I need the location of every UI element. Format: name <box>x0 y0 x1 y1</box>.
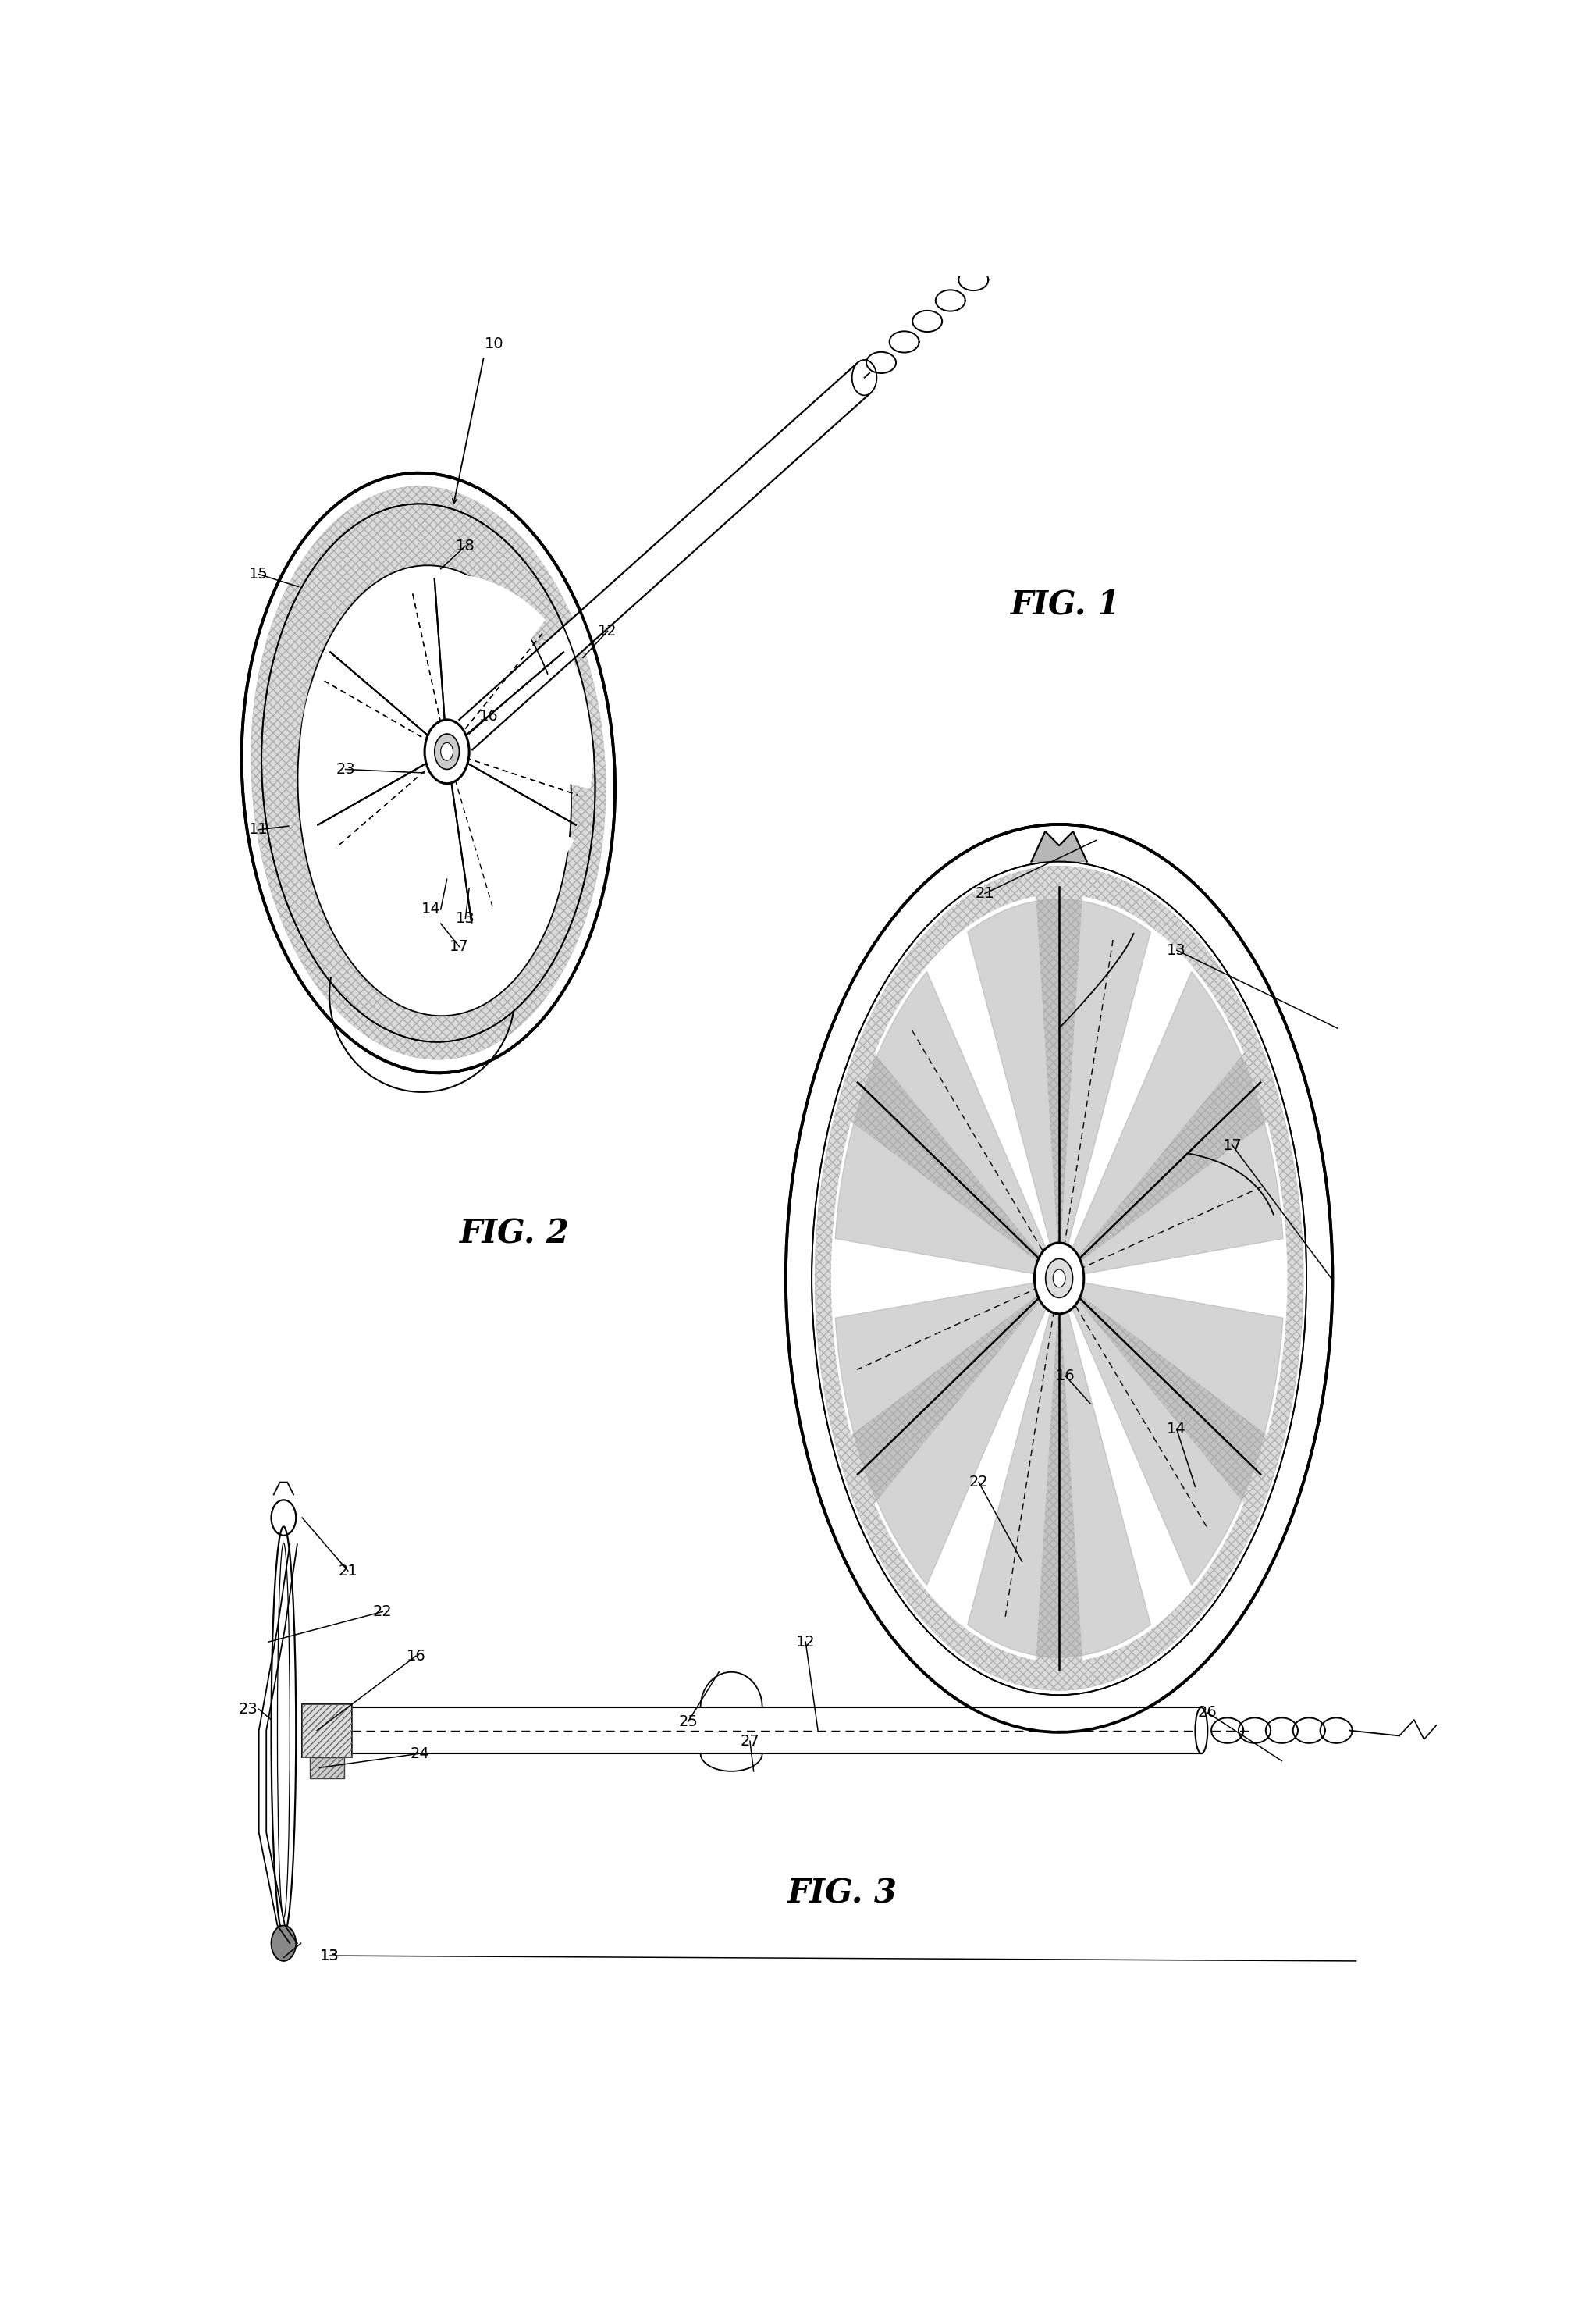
Polygon shape <box>447 751 573 921</box>
Circle shape <box>1034 1244 1084 1313</box>
Polygon shape <box>1060 972 1283 1278</box>
Polygon shape <box>442 573 544 751</box>
Polygon shape <box>1031 831 1087 861</box>
Polygon shape <box>460 362 871 751</box>
Polygon shape <box>835 1278 1060 1584</box>
Circle shape <box>425 719 469 783</box>
Polygon shape <box>875 1278 1060 1660</box>
Text: 24: 24 <box>410 1746 429 1762</box>
Text: 13: 13 <box>319 1948 338 1962</box>
Text: 13: 13 <box>456 912 476 926</box>
Ellipse shape <box>298 567 571 1016</box>
Polygon shape <box>967 898 1151 1278</box>
Circle shape <box>271 1925 295 1962</box>
Text: 10: 10 <box>484 336 503 350</box>
Text: 15: 15 <box>249 567 268 583</box>
Text: 25: 25 <box>678 1713 697 1730</box>
Text: 13: 13 <box>1167 942 1186 958</box>
Ellipse shape <box>241 472 614 1073</box>
Polygon shape <box>1060 896 1243 1278</box>
Ellipse shape <box>785 824 1333 1732</box>
Text: 27: 27 <box>741 1734 760 1748</box>
Text: 21: 21 <box>338 1564 358 1578</box>
Circle shape <box>434 735 460 769</box>
Ellipse shape <box>271 1527 295 1935</box>
Polygon shape <box>967 1278 1151 1658</box>
Text: 21: 21 <box>975 887 994 900</box>
Text: FIG. 2: FIG. 2 <box>460 1218 570 1251</box>
Bar <box>302 1704 351 1757</box>
Text: 17: 17 <box>450 940 469 953</box>
Text: FIG. 1: FIG. 1 <box>1010 587 1120 622</box>
Bar <box>310 1757 345 1778</box>
Polygon shape <box>835 972 1060 1278</box>
Text: 26: 26 <box>1199 1704 1218 1720</box>
Text: 12: 12 <box>598 624 618 638</box>
Text: 14: 14 <box>1167 1421 1186 1437</box>
Bar <box>302 1704 351 1757</box>
Polygon shape <box>1060 1278 1283 1584</box>
Text: 18: 18 <box>456 539 476 553</box>
Text: 16: 16 <box>407 1649 426 1663</box>
Polygon shape <box>351 1707 1202 1753</box>
Text: 16: 16 <box>1055 1368 1076 1384</box>
Polygon shape <box>832 1122 1060 1435</box>
Text: 22: 22 <box>969 1474 988 1490</box>
Ellipse shape <box>852 359 876 396</box>
Circle shape <box>440 744 453 760</box>
Ellipse shape <box>816 866 1304 1690</box>
Ellipse shape <box>1195 1707 1208 1753</box>
Text: 13: 13 <box>319 1948 338 1962</box>
Polygon shape <box>875 896 1060 1278</box>
Polygon shape <box>302 686 447 818</box>
Text: FIG. 3: FIG. 3 <box>788 1877 897 1909</box>
Text: 14: 14 <box>421 903 440 917</box>
Polygon shape <box>447 659 592 788</box>
Polygon shape <box>332 751 447 928</box>
Circle shape <box>1053 1269 1065 1287</box>
Ellipse shape <box>251 486 606 1059</box>
Text: 12: 12 <box>796 1635 816 1649</box>
Bar <box>310 1757 345 1778</box>
Text: 23: 23 <box>238 1702 257 1716</box>
Text: 16: 16 <box>479 709 498 723</box>
Text: 17: 17 <box>1223 1138 1242 1154</box>
Polygon shape <box>1060 1278 1243 1660</box>
Text: 22: 22 <box>373 1605 393 1619</box>
Text: 11: 11 <box>249 822 268 836</box>
Polygon shape <box>318 583 447 751</box>
Text: 23: 23 <box>335 762 356 776</box>
Circle shape <box>1045 1260 1073 1299</box>
Polygon shape <box>1060 1122 1286 1435</box>
